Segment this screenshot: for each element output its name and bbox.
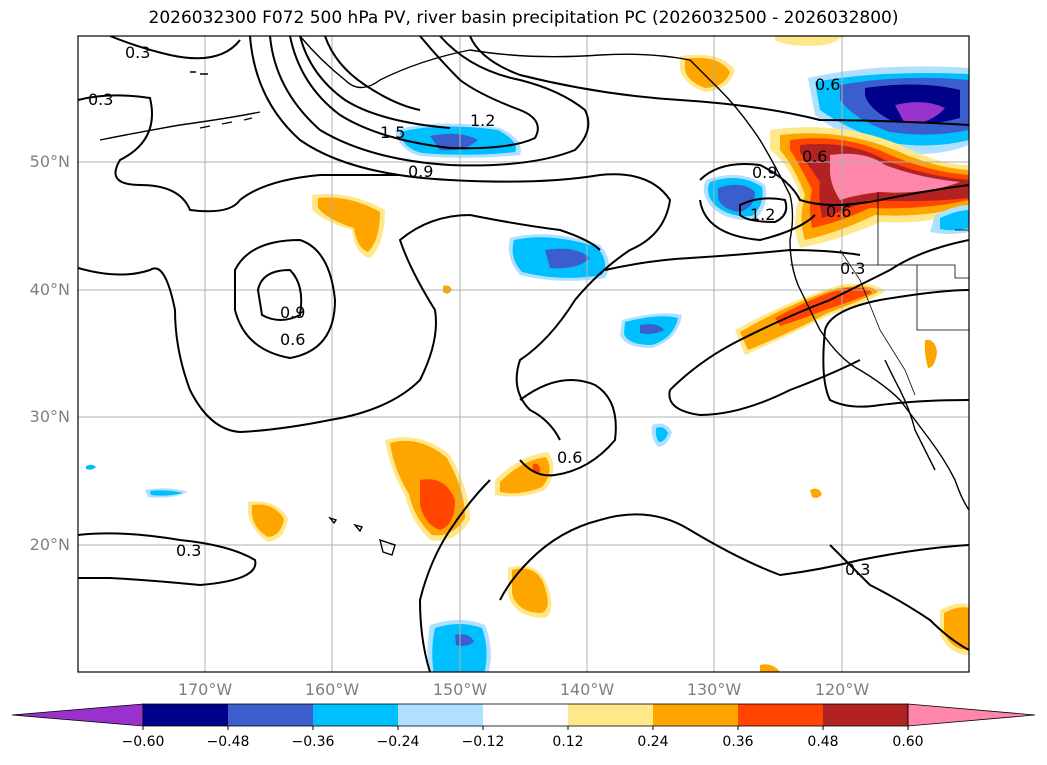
boundaries [790, 192, 969, 396]
lon-label: 170°W [177, 680, 233, 699]
colorbar-segment [228, 704, 313, 726]
contour-labels: 0.3 0.3 1.5 1.2 0.9 0.9 0.6 0.6 0.6 0.9 … [88, 43, 870, 579]
colorbar-tick-label: 0.36 [722, 734, 754, 750]
colorbar-segment [483, 704, 568, 726]
contour-label: 0.9 [408, 162, 433, 181]
coastlines [99, 36, 969, 556]
lon-label: 150°W [432, 680, 488, 699]
colorbar-arrow-right [907, 703, 1036, 727]
colorbar-tick-label: −0.60 [121, 734, 165, 750]
contour-label: 0.9 [280, 303, 305, 322]
lat-label: 30°N [29, 407, 70, 426]
contour-label: 1.2 [750, 205, 775, 224]
contour-label: 0.9 [752, 163, 777, 182]
colorbar-segment [568, 704, 653, 726]
contour-label: 0.3 [176, 541, 201, 560]
map-frame [77, 35, 970, 673]
pv-contours [78, 36, 969, 672]
colorbar-segment [738, 704, 823, 726]
colorbar-tick-label: 0.48 [807, 734, 839, 750]
colorbar-arrow-left [11, 703, 144, 727]
contour-label: 0.6 [815, 75, 840, 94]
contour-label: 0.6 [557, 448, 582, 467]
colorbar-segment [823, 704, 908, 726]
colorbar-tick-label: 0.24 [637, 734, 669, 750]
lat-label: 50°N [29, 152, 70, 171]
colorbar [11, 703, 1036, 730]
lon-label: 160°W [304, 680, 360, 699]
contour-label: 0.3 [88, 90, 113, 109]
contour-label: 0.6 [802, 147, 827, 166]
lon-label: 140°W [559, 680, 615, 699]
contour-label: 0.3 [125, 43, 150, 62]
colorbar-tick-label: −0.48 [206, 734, 250, 750]
colorbar-segment [398, 704, 483, 726]
colorbar-tick-label: −0.12 [461, 734, 505, 750]
colorbar-tick-label: −0.24 [376, 734, 420, 750]
precip-shading [86, 36, 969, 672]
contour-label: 1.2 [470, 111, 495, 130]
colorbar-tick-label: 0.12 [552, 734, 584, 750]
lat-label: 40°N [29, 280, 70, 299]
lon-label: 120°W [814, 680, 870, 699]
contour-label: 0.6 [280, 330, 305, 349]
colorbar-tick-label: −0.36 [291, 734, 335, 750]
chart-title: 2026032300 F072 500 hPa PV, river basin … [148, 8, 899, 28]
colorbar-tick-label: 0.60 [892, 734, 924, 750]
contour-label: 0.3 [840, 259, 865, 278]
contour-label: 0.3 [845, 560, 870, 579]
colorbar-segment [143, 704, 228, 726]
lon-label: 130°W [686, 680, 742, 699]
lat-label: 20°N [29, 535, 70, 554]
colorbar-frame [142, 703, 909, 727]
colorbar-segment [653, 704, 738, 726]
contour-label: 0.6 [826, 202, 851, 221]
colorbar-segment [313, 704, 398, 726]
contour-label: 1.5 [380, 123, 405, 142]
